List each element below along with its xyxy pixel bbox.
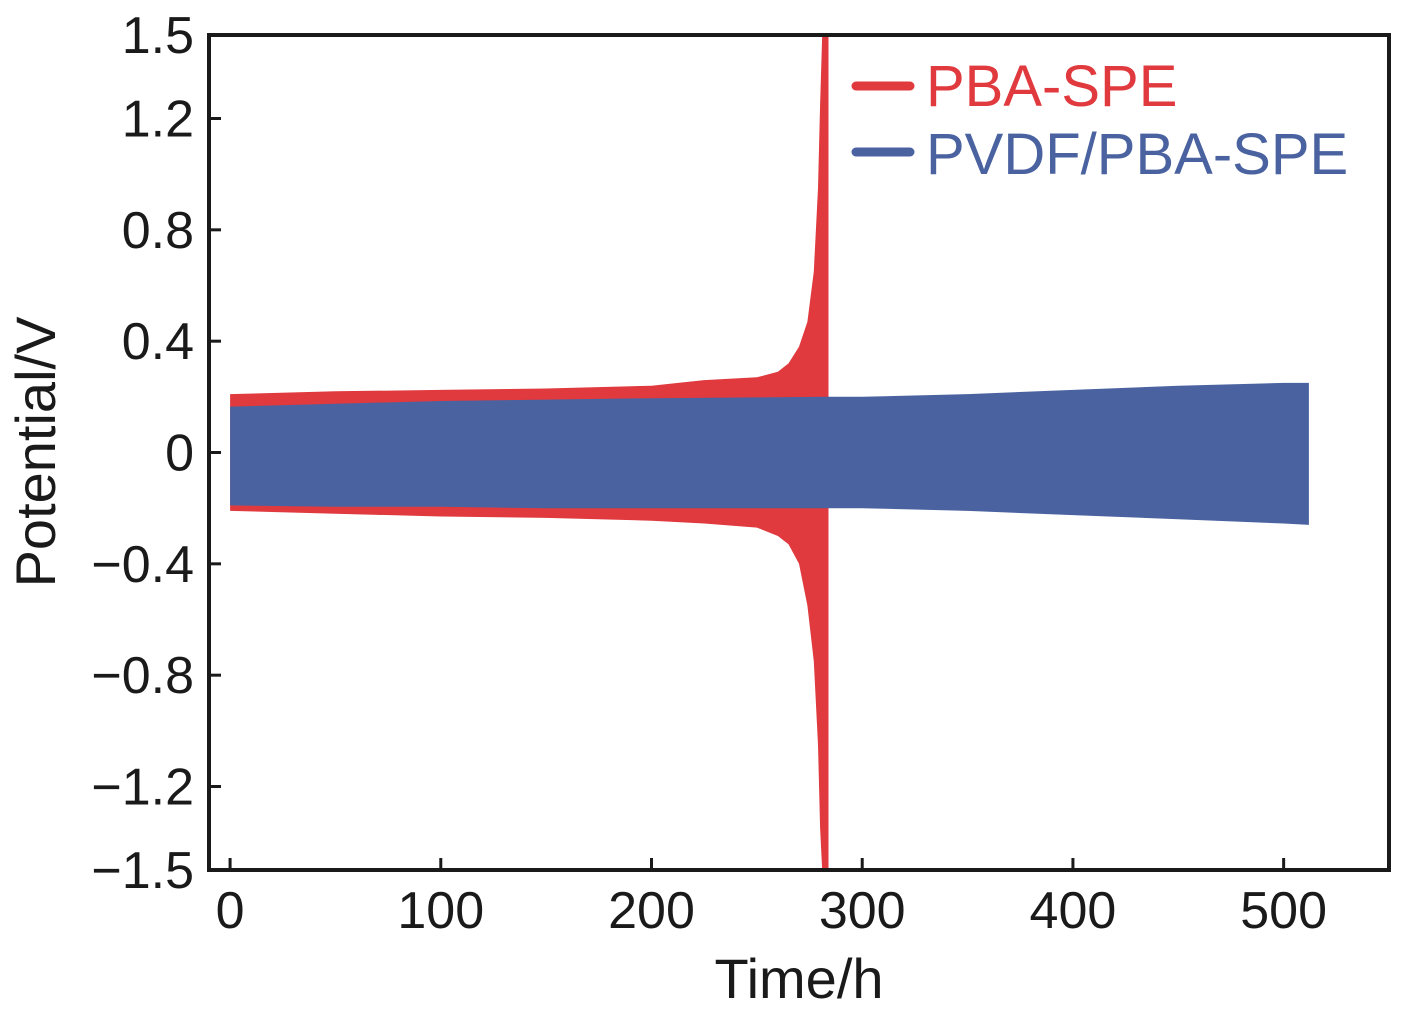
legend-label-pba-spe: PBA-SPE — [926, 54, 1177, 119]
y-tick-label: 1.5 — [122, 7, 194, 65]
legend-label-pvdf-pba-spe: PVDF/PBA-SPE — [926, 122, 1348, 187]
y-tick-label: 0 — [165, 425, 194, 483]
x-tick-label: 300 — [819, 882, 906, 940]
y-tick-label: −0.4 — [91, 536, 194, 594]
y-tick-label: −1.2 — [91, 759, 194, 817]
y-tick-label: 0.8 — [122, 202, 194, 260]
y-tick-label: −0.8 — [91, 647, 194, 705]
y-tick-label: 0.4 — [122, 313, 194, 371]
legend: PBA-SPE PVDF/PBA-SPE — [851, 54, 1348, 187]
x-tick-label: 400 — [1030, 882, 1117, 940]
x-tick-label: 200 — [608, 882, 695, 940]
x-tick-label: 100 — [397, 882, 484, 940]
x-tick-label: 500 — [1240, 882, 1327, 940]
y-tick-label: 1.2 — [122, 91, 194, 149]
ticks-layer: 0 100 200 300 400 500 1.5 1.2 0.8 0.4 0 −0.4 −0.8 −1.… — [91, 7, 1327, 940]
y-axis-title: Potential/V — [4, 316, 67, 587]
x-tick-label: 0 — [216, 882, 245, 940]
series-band-pvdf-pba-spe — [230, 382, 1309, 525]
series-layer — [230, 35, 1309, 870]
x-axis-title: Time/h — [714, 947, 883, 1010]
y-tick-label: −1.5 — [91, 842, 194, 900]
